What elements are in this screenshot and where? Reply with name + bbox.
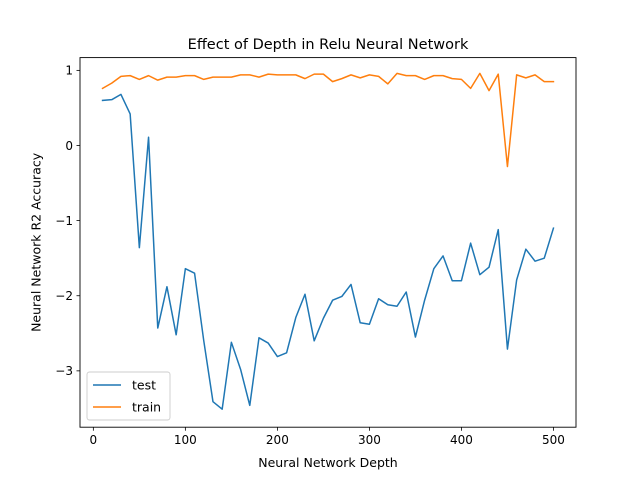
series-line-train (101, 72, 555, 168)
y-tick-label: −2 (55, 289, 73, 303)
plot-frame (79, 57, 577, 428)
y-tick-label: −3 (55, 364, 73, 378)
legend-box (86, 371, 171, 421)
series-line-test (101, 93, 555, 410)
y-axis-label: Neural Network R2 Accuracy (29, 152, 44, 332)
x-tick-label: 400 (450, 433, 473, 447)
legend-label-train: train (132, 400, 161, 415)
x-tick-label: 100 (174, 433, 197, 447)
chart-title: Effect of Depth in Relu Neural Network (188, 37, 469, 53)
legend-label-test: test (132, 378, 156, 393)
x-tick-label: 200 (266, 433, 289, 447)
x-tick-label: 0 (90, 433, 98, 447)
x-axis: 0 100 200 300 400 500 (90, 427, 565, 447)
x-tick-label: 300 (358, 433, 381, 447)
y-tick-label: 1 (65, 64, 73, 78)
x-tick-label: 500 (542, 433, 565, 447)
x-axis-label: Neural Network Depth (258, 455, 397, 470)
legend: test train (86, 371, 171, 421)
y-tick-label: 0 (65, 139, 73, 153)
series-lines (101, 72, 555, 410)
y-axis: −3 −2 −1 0 1 (55, 64, 80, 378)
y-tick-label: −1 (55, 214, 73, 228)
